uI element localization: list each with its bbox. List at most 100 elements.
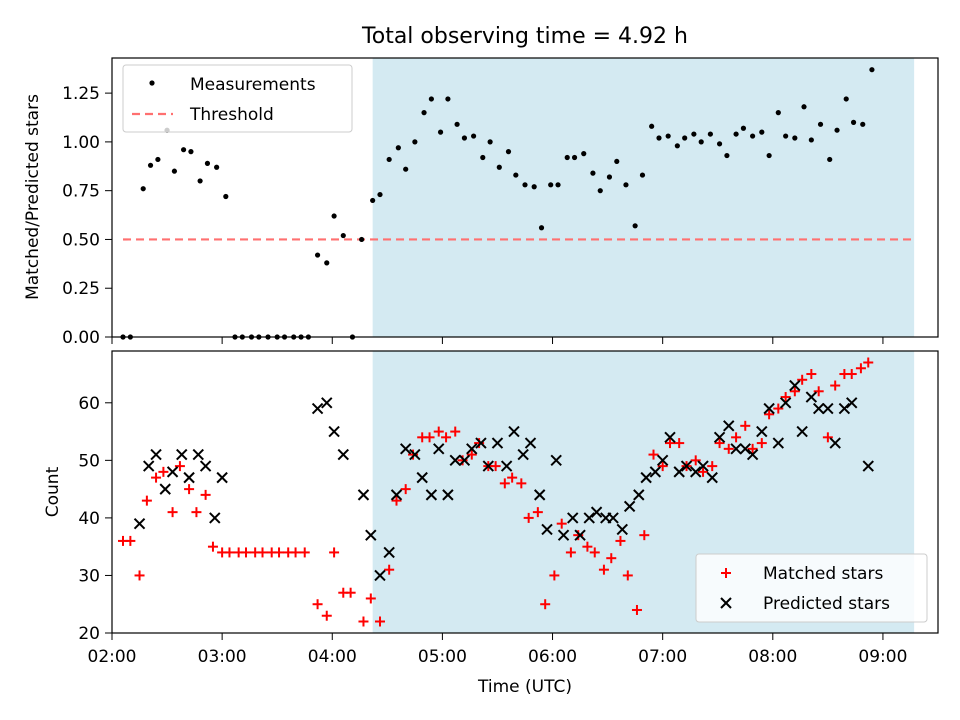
- predicted-star-point: [390, 489, 403, 501]
- matched-star-point: [299, 547, 310, 558]
- measurement-point: [188, 149, 194, 155]
- predicted-star-point: [763, 402, 775, 415]
- measurement-point: [223, 193, 229, 200]
- measurement-point: [817, 121, 824, 127]
- measurement-point: [403, 166, 409, 172]
- x-tick-label: 08:00: [748, 647, 797, 667]
- predicted-star-point: [746, 448, 759, 461]
- top-axes-frame: [111, 57, 939, 338]
- predicted-star-point: [442, 489, 454, 501]
- matched-star-point: [540, 599, 551, 610]
- predicted-star-point: [680, 460, 693, 472]
- matched-star-point: [797, 374, 808, 385]
- matched-star-point: [863, 357, 874, 368]
- matched-star-point: [200, 489, 211, 500]
- predicted-star-point: [425, 489, 438, 501]
- predicted-star-point: [829, 437, 841, 449]
- measurement-point: [147, 162, 154, 168]
- predicted-star-point: [689, 466, 702, 478]
- measurement-point: [869, 67, 875, 73]
- predicted-star-point: [730, 443, 742, 455]
- matched-star-point: [424, 432, 435, 443]
- measurement-point: [314, 252, 321, 258]
- top-y-tick-label: 0.50: [62, 230, 100, 250]
- matched-star-point: [167, 507, 178, 518]
- matched-star-point: [184, 484, 195, 495]
- measurement-point: [614, 158, 620, 165]
- matched-star-point: [507, 472, 518, 483]
- measurement-point: [359, 236, 365, 243]
- predicted-star-point: [491, 437, 504, 449]
- predicted-star-point: [697, 460, 709, 472]
- matched-star-point: [747, 443, 758, 454]
- matched-star-point: [450, 426, 461, 437]
- top-chart-title: Total observing time = 4.92 h: [361, 24, 688, 49]
- matched-star-point: [690, 455, 701, 466]
- matched-star-point: [374, 616, 385, 627]
- measurement-point: [538, 225, 545, 231]
- predicted-star-point: [822, 402, 834, 415]
- matched-star-point: [822, 432, 833, 443]
- measurement-point: [740, 125, 747, 131]
- matched-star-point: [830, 380, 841, 391]
- matched-star-point: [606, 553, 617, 564]
- predicted-stars-layer: [133, 379, 874, 582]
- predicted-star-point: [846, 397, 858, 409]
- x-tick-label: 03:00: [198, 647, 247, 667]
- predicted-star-point: [524, 437, 537, 449]
- predicted-star-point: [550, 454, 562, 467]
- predicted-star-point: [862, 460, 874, 472]
- measurement-point: [860, 121, 866, 127]
- matched-star-point: [773, 403, 784, 414]
- bottom-y-axis-label: Count: [43, 466, 63, 517]
- top-y-tick-label: 0.25: [62, 279, 100, 299]
- measurement-point: [180, 147, 187, 153]
- measurement-point: [204, 160, 211, 166]
- predicted-star-point: [656, 454, 669, 467]
- predicted-star-point: [541, 523, 553, 536]
- matched-star-point: [358, 616, 369, 627]
- matched-star-point: [290, 547, 301, 558]
- predicted-star-point: [500, 460, 513, 472]
- predicted-star-point: [311, 402, 324, 415]
- matched-star-point: [384, 564, 395, 575]
- predicted-star-point: [779, 397, 792, 409]
- measurement-point: [571, 154, 578, 161]
- bottom-x-axis-label: Time (UTC): [477, 677, 572, 697]
- top-x-ticks: [111, 337, 884, 344]
- x-tick-label: 05:00: [418, 647, 467, 667]
- matched-star-point: [639, 530, 650, 541]
- measurement-point: [827, 156, 833, 163]
- predicted-star-point: [416, 471, 428, 484]
- measurement-point: [214, 164, 220, 170]
- top-y-axis-label: Matched/Predicted stars: [23, 94, 43, 300]
- measurement-point: [750, 133, 756, 139]
- measurement-point: [555, 182, 561, 188]
- measurement-point: [454, 121, 460, 127]
- measurement-point: [531, 184, 537, 190]
- predicted-star-point: [374, 569, 386, 582]
- bottom-panel: 20 30 40 50 60 02:00 03:00 04:00 05:00 06:00 07:0…: [43, 350, 939, 697]
- predicted-star-point: [623, 500, 636, 513]
- measurement-point: [155, 156, 161, 163]
- measurement-point: [792, 135, 798, 141]
- measurement-point: [461, 135, 468, 141]
- bottom-x-ticks: 02:00 03:00 04:00 05:00 06:00 07:00 08:00 09:00: [88, 633, 907, 667]
- measurement-point: [733, 131, 739, 137]
- predicted-star-point: [399, 443, 412, 455]
- measurement-point: [759, 129, 765, 135]
- predicted-star-point: [616, 523, 628, 536]
- matched-star-point: [556, 518, 567, 529]
- matched-star-point: [731, 432, 742, 443]
- measurement-point: [656, 135, 662, 141]
- matched-star-point: [490, 461, 501, 472]
- measurement-point: [682, 135, 688, 141]
- predicted-star-point: [590, 506, 603, 518]
- matched-star-point: [408, 449, 419, 460]
- matched-star-point: [573, 530, 584, 541]
- predicted-star-point: [673, 466, 685, 478]
- predicted-star-point: [567, 512, 579, 524]
- bottom-y-tick-label: 50: [78, 451, 100, 471]
- predicted-star-point: [557, 529, 570, 541]
- measurement-point: [766, 152, 772, 159]
